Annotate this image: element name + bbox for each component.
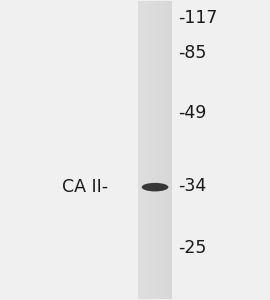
Bar <box>138 2 142 298</box>
Bar <box>151 2 155 298</box>
Text: -25: -25 <box>178 239 206 257</box>
Bar <box>146 2 151 298</box>
Bar <box>138 2 173 298</box>
Text: -117: -117 <box>178 9 217 27</box>
Ellipse shape <box>142 183 168 191</box>
Text: -49: -49 <box>178 104 206 122</box>
Bar <box>164 2 168 298</box>
Bar <box>159 2 164 298</box>
Bar <box>142 2 146 298</box>
Text: -34: -34 <box>178 177 206 195</box>
Text: -85: -85 <box>178 44 206 62</box>
Bar <box>168 2 173 298</box>
Text: CA II-: CA II- <box>62 178 108 196</box>
Bar <box>155 2 159 298</box>
